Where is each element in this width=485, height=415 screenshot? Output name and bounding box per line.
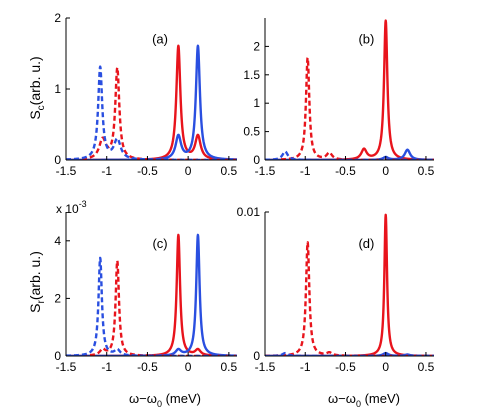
x-tick-label: 0.5	[221, 360, 238, 374]
series-group-a	[66, 44, 237, 160]
y-tick-label: 4	[54, 234, 61, 248]
ylabel-bottom-sub: r	[36, 300, 47, 304]
series-line-red-dashed	[265, 241, 434, 356]
y-tick-label: 0.01	[237, 205, 261, 219]
series-group-d	[265, 213, 434, 356]
y-tick-label: 0	[54, 349, 61, 363]
y-tick-label: 1	[253, 96, 260, 110]
xlabel-right-main: ω−ω	[328, 391, 356, 406]
series-group-c	[66, 233, 237, 356]
y-tick-label: 2	[54, 291, 61, 305]
x-tick-label: 0	[185, 164, 192, 178]
panel-label: (b)	[358, 32, 374, 47]
y-tick-label: 0	[253, 349, 260, 363]
ylabel-bottom-rest: (arb. u.)	[27, 251, 43, 300]
panel-label: (d)	[358, 236, 374, 251]
x-tick-label: -1	[300, 360, 311, 374]
x-tick-label: 0	[382, 164, 389, 178]
y-tick-label: 0.5	[243, 125, 260, 139]
y-tick-label: 2	[54, 11, 61, 25]
xlabel-right-unit: (meV)	[361, 391, 400, 406]
y-tick-label: 2	[253, 39, 260, 53]
x-tick-label: -1.5	[255, 164, 276, 178]
series-line-blue-solid	[66, 233, 237, 356]
xlabel-right-sub: 0	[356, 399, 361, 409]
series-group-b	[265, 19, 434, 160]
series-line-red-dashed	[265, 56, 434, 160]
exponent-power: -3	[79, 199, 87, 209]
x-tick-label: 0.5	[418, 360, 435, 374]
y-tick-label: 1	[54, 82, 61, 96]
xlabel-left-unit: (meV)	[162, 391, 201, 406]
series-line-red-dashed	[66, 66, 237, 160]
ylabel-bottom-main: S	[27, 304, 43, 313]
series-line-blue-dashed	[66, 256, 237, 356]
x-tick-label: -1.5	[56, 360, 77, 374]
series-line-blue-solid	[66, 44, 237, 160]
panel-label: (a)	[152, 32, 168, 47]
exponent-base: x 10	[56, 202, 79, 216]
xlabel-left: ω−ω0 (meV)	[129, 391, 201, 409]
panel-label: (c)	[152, 236, 167, 251]
y-tick-label: 0	[54, 153, 61, 167]
ylabel-top: Sc(arb. u.)	[27, 56, 47, 119]
series-line-blue-dashed	[66, 65, 237, 160]
panel-b: -1.5 -1 -0.5 0 0.5 0 0.5 1 1.5 2 (b)	[243, 18, 435, 178]
y-tick-label: 1.5	[243, 68, 260, 82]
xlabel-left-sub: 0	[157, 399, 162, 409]
x-tick-label: -0.5	[335, 164, 356, 178]
x-tick-label: -1	[101, 164, 112, 178]
ylabel-top-rest: (arb. u.)	[27, 56, 43, 105]
x-tick-label: 0	[185, 360, 192, 374]
ylabel-top-main: S	[27, 110, 43, 119]
x-tick-label: 0.5	[418, 164, 435, 178]
panel-a: -1.5 -1 -0.5 0 0.5 0 1 2 (a)	[54, 11, 237, 178]
xlabel-right: ω−ω0 (meV)	[328, 391, 400, 409]
x-tick-label: -1	[300, 164, 311, 178]
series-line-red-solid	[66, 233, 237, 356]
exponent-label: x 10-3	[56, 199, 87, 216]
x-tick-label: -0.5	[137, 164, 158, 178]
ylabel-bottom: Sr(arb. u.)	[27, 251, 47, 313]
panel-c: -1.5 -1 -0.5 0 0.5 0 2 4 (c)	[54, 212, 238, 374]
x-tick-label: -0.5	[335, 360, 356, 374]
panel-d: -1.5 -1 -0.5 0 0.5 0 0.01 (d)	[237, 205, 435, 374]
y-tick-label: 0	[253, 153, 260, 167]
series-line-red-dashed	[66, 259, 237, 356]
x-tick-label: 0	[382, 360, 389, 374]
series-line-red-solid	[265, 19, 434, 160]
x-tick-label: -1.5	[56, 164, 77, 178]
x-tick-label: 0.5	[221, 164, 238, 178]
x-tick-label: -0.5	[137, 360, 158, 374]
series-line-red-solid	[66, 44, 237, 160]
xlabel-left-main: ω−ω	[129, 391, 157, 406]
x-tick-label: -1.5	[255, 360, 276, 374]
ylabel-top-sub: c	[36, 105, 47, 110]
series-line-red-solid	[265, 213, 434, 356]
x-tick-label: -1	[101, 360, 112, 374]
